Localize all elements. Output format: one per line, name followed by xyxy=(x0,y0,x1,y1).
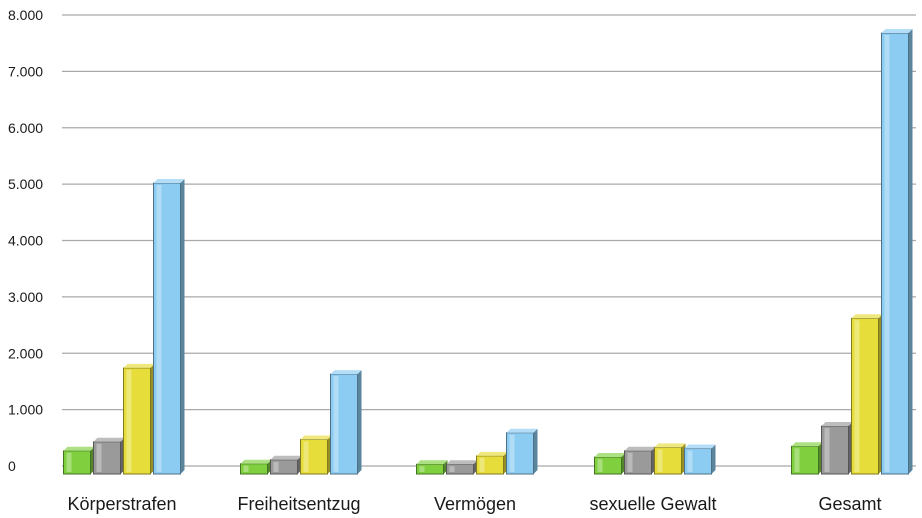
bar-top xyxy=(270,455,302,460)
bar-highlight xyxy=(66,452,72,472)
bar xyxy=(153,178,185,475)
bar-highlight xyxy=(509,434,515,472)
bar xyxy=(684,444,716,475)
bar-highlight xyxy=(657,449,663,472)
bar xyxy=(851,314,883,475)
bar-highlight xyxy=(449,466,455,472)
bars xyxy=(63,29,913,475)
bar-highlight xyxy=(627,452,633,472)
bar-top xyxy=(240,459,272,464)
bar xyxy=(446,460,478,475)
bar xyxy=(624,446,656,475)
bar-top xyxy=(791,442,823,447)
y-tick-label: 5.000 xyxy=(8,176,43,192)
bar-top xyxy=(330,370,362,375)
bar-highlight xyxy=(597,458,603,472)
bar xyxy=(791,442,823,475)
bar xyxy=(594,452,626,475)
bar-highlight xyxy=(156,184,162,472)
bar xyxy=(123,363,155,475)
bar xyxy=(93,437,125,475)
x-category-label: Vermögen xyxy=(434,494,516,514)
x-category-label: Körperstrafen xyxy=(67,494,176,514)
y-tick-label: 1.000 xyxy=(8,402,43,418)
bar-top xyxy=(684,444,716,449)
y-tick-label: 7.000 xyxy=(8,63,43,79)
bar-side xyxy=(711,444,716,474)
bar-top xyxy=(93,437,125,442)
bar-highlight xyxy=(273,461,279,472)
bar-side xyxy=(533,428,538,474)
bar-highlight xyxy=(884,35,890,472)
y-tick-label: 6.000 xyxy=(8,120,43,136)
bar xyxy=(476,451,508,475)
x-category-label: sexuelle Gewalt xyxy=(589,494,716,514)
bar-highlight xyxy=(126,369,132,472)
bar-highlight xyxy=(419,466,425,472)
bar-highlight xyxy=(854,320,860,472)
bar-top xyxy=(654,443,686,448)
bar-side xyxy=(180,178,185,474)
bar-top xyxy=(506,428,538,433)
y-tick-label: 3.000 xyxy=(8,289,43,305)
bar-top xyxy=(821,421,853,426)
bar-top xyxy=(63,446,95,451)
y-tick-label: 8.000 xyxy=(8,7,43,23)
bar xyxy=(300,435,332,475)
y-tick-label: 4.000 xyxy=(8,233,43,249)
bar-top xyxy=(881,29,913,34)
bar-top xyxy=(123,363,155,368)
bar-highlight xyxy=(303,441,309,472)
x-category-label: Freiheitsentzug xyxy=(237,494,360,514)
bar xyxy=(330,370,362,475)
bar xyxy=(63,446,95,475)
bar-highlight xyxy=(687,450,693,472)
bar-highlight xyxy=(333,376,339,472)
x-category-label: Gesamt xyxy=(818,494,881,514)
bar-top xyxy=(851,314,883,319)
bar-highlight xyxy=(96,443,102,472)
bar-top xyxy=(153,178,185,183)
bar-top xyxy=(594,452,626,457)
y-tick-label: 0 xyxy=(8,458,16,474)
bar-top xyxy=(416,460,448,465)
bar-highlight xyxy=(794,448,800,472)
grid-lines xyxy=(62,14,916,467)
y-tick-label: 2.000 xyxy=(8,345,43,361)
bar-side xyxy=(357,370,362,474)
bar-top xyxy=(446,460,478,465)
x-axis-category-labels: Körperstrafen Freiheitsentzug Vermögen sexu… xyxy=(67,494,881,514)
bar xyxy=(270,455,302,475)
bar xyxy=(240,459,272,475)
bar-top xyxy=(300,435,332,440)
bar xyxy=(506,428,538,475)
bar xyxy=(821,421,853,475)
bar-highlight xyxy=(824,427,830,472)
y-axis-tick-labels: 0 1.000 2.000 3.000 4.000 5.000 6.000 7.000 8.00… xyxy=(8,7,43,474)
bar-side xyxy=(908,29,913,474)
bar-highlight xyxy=(479,457,485,472)
bar-highlight xyxy=(243,465,249,472)
bar xyxy=(654,443,686,475)
bar-top xyxy=(624,446,656,451)
bar-top xyxy=(476,451,508,456)
bar xyxy=(881,29,913,475)
bar xyxy=(416,460,448,475)
